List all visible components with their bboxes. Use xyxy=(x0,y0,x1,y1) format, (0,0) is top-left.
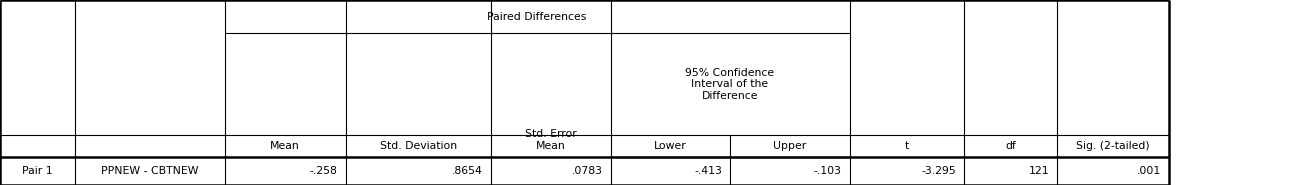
Text: Pair 1: Pair 1 xyxy=(22,166,53,176)
Text: Upper: Upper xyxy=(773,141,807,151)
Text: Std. Deviation: Std. Deviation xyxy=(379,141,457,151)
Text: -.103: -.103 xyxy=(813,166,842,176)
Text: 95% Confidence
Interval of the
Difference: 95% Confidence Interval of the Differenc… xyxy=(686,68,774,101)
Text: Std. Error
Mean: Std. Error Mean xyxy=(525,129,577,151)
Text: .8654: .8654 xyxy=(452,166,483,176)
Text: Sig. (2-tailed): Sig. (2-tailed) xyxy=(1077,141,1150,151)
Text: -3.295: -3.295 xyxy=(921,166,956,176)
Text: t: t xyxy=(904,141,909,151)
Text: df: df xyxy=(1005,141,1016,151)
Text: Lower: Lower xyxy=(653,141,687,151)
Text: Mean: Mean xyxy=(270,141,300,151)
Text: -.258: -.258 xyxy=(310,166,338,176)
Text: Paired Differences: Paired Differences xyxy=(487,12,587,22)
Text: -.413: -.413 xyxy=(695,166,722,176)
Text: 121: 121 xyxy=(1029,166,1050,176)
Text: PPNEW - CBTNEW: PPNEW - CBTNEW xyxy=(101,166,199,176)
Text: .001: .001 xyxy=(1137,166,1161,176)
Text: .0783: .0783 xyxy=(572,166,603,176)
